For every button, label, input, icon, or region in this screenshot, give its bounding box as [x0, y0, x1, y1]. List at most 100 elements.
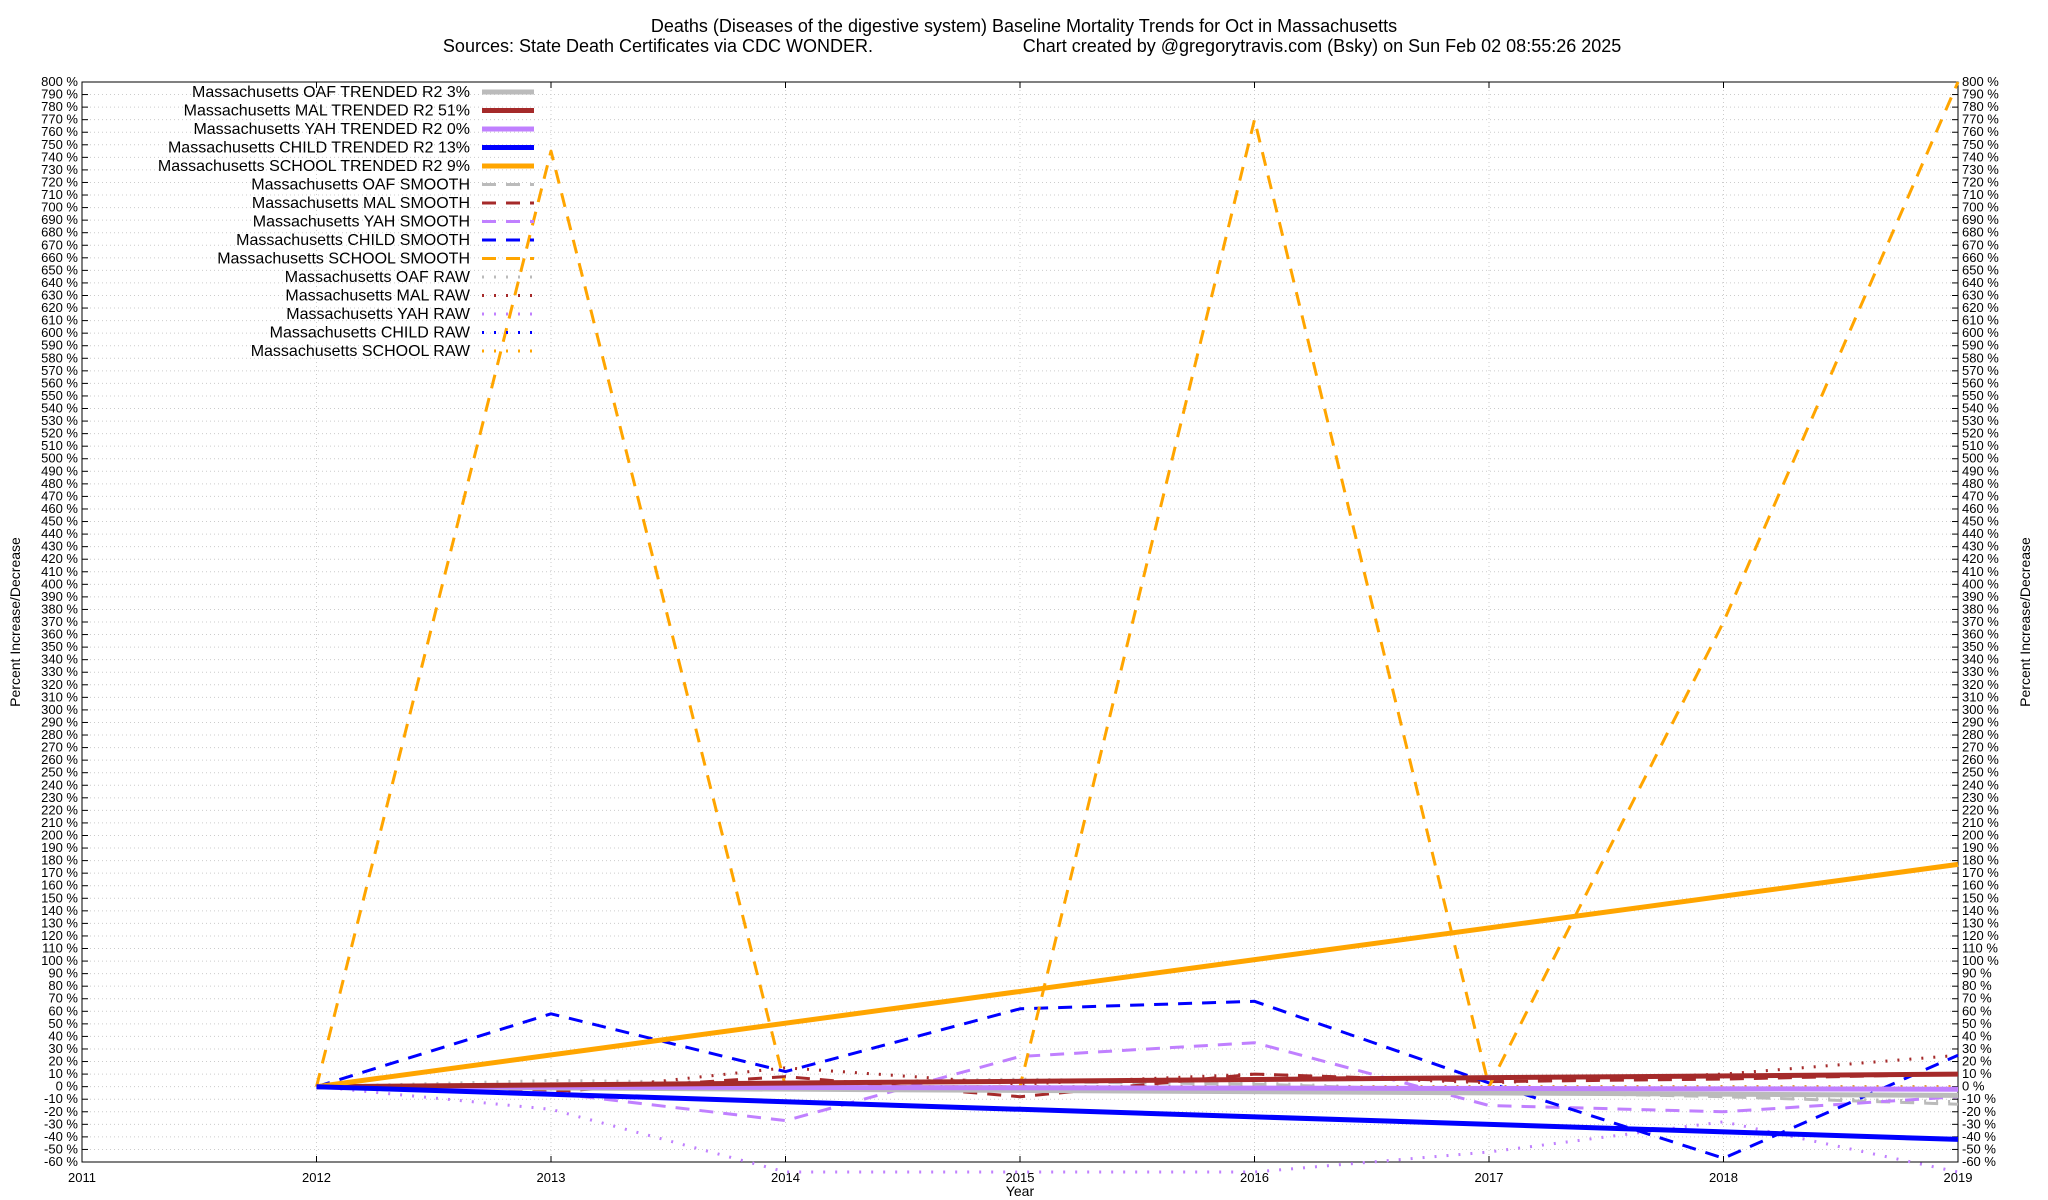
y-tick-label: 660 % [1962, 250, 1999, 265]
y-tick-label: 100 % [1962, 953, 1999, 968]
y-tick-label: 420 % [1962, 551, 1999, 566]
y-tick-label: 150 % [1962, 890, 1999, 905]
y-tick-label: 300 % [41, 702, 78, 717]
y-tick-label: 410 % [1962, 564, 1999, 579]
y-tick-label: 440 % [41, 526, 78, 541]
x-tick-label: 2011 [68, 1170, 96, 1185]
y-tick-label: 540 % [41, 401, 78, 416]
y-tick-label: 250 % [41, 765, 78, 780]
y-tick-label: 240 % [41, 777, 78, 792]
y-tick-label: 100 % [41, 953, 78, 968]
y-tick-label: 750 % [41, 137, 78, 152]
y-tick-label: 400 % [1962, 576, 1999, 591]
series-line-9 [315, 81, 1960, 1089]
y-tick-label: 710 % [41, 187, 78, 202]
legend-label: Massachusetts OAF SMOOTH [251, 177, 470, 194]
y-tick-label: 170 % [41, 865, 78, 880]
y-tick-label: 640 % [41, 275, 78, 290]
y-tick-label: 260 % [41, 752, 78, 767]
y-axis-left: -60 %-50 %-40 %-30 %-20 %-10 %0 %10 %20 … [41, 74, 88, 1169]
y-tick-label: 320 % [41, 677, 78, 692]
y-tick-label: 450 % [41, 514, 78, 529]
y-tick-label: 500 % [1962, 451, 1999, 466]
y-tick-label: 570 % [41, 363, 78, 378]
y-tick-label: -50 % [1962, 1141, 1996, 1156]
y-tick-label: 570 % [1962, 363, 1999, 378]
y-tick-label: -20 % [44, 1104, 78, 1119]
y-tick-label: 280 % [1962, 727, 1999, 742]
chart-subtitle-sources: Sources: State Death Certificates via CD… [443, 36, 873, 56]
series-line-8 [316, 999, 1959, 1160]
y-tick-label: 380 % [1962, 601, 1999, 616]
y-tick-label: 480 % [1962, 476, 1999, 491]
y-tick-label: 800 % [41, 74, 78, 89]
y-tick-label: 210 % [1962, 815, 1999, 830]
legend-label: Massachusetts YAH RAW [286, 306, 471, 323]
x-tick-label: 2015 [1006, 1170, 1035, 1185]
y-tick-label: 290 % [1962, 714, 1999, 729]
y-tick-label: 270 % [41, 740, 78, 755]
y-tick-label: -50 % [44, 1141, 78, 1156]
y-tick-label: 50 % [1962, 1016, 1992, 1031]
y-tick-label: 550 % [1962, 388, 1999, 403]
y-tick-label: 690 % [41, 212, 78, 227]
y-tick-label: 740 % [1962, 149, 1999, 164]
y-tick-label: 780 % [1962, 99, 1999, 114]
y-tick-label: 140 % [41, 903, 78, 918]
y-tick-label: 110 % [42, 941, 78, 956]
y-tick-label: -40 % [1962, 1129, 1996, 1144]
y-tick-label: 230 % [41, 790, 78, 805]
y-tick-label: 340 % [41, 652, 78, 667]
y-tick-label: 470 % [41, 488, 78, 503]
y-tick-label: 610 % [1962, 313, 1999, 328]
y-tick-label: 550 % [41, 388, 78, 403]
y-tick-label: -10 % [44, 1091, 78, 1106]
y-tick-label: 670 % [41, 237, 78, 252]
x-tick-label: 2019 [1944, 1170, 1973, 1185]
x-tick-label: 2018 [1709, 1170, 1738, 1185]
y-tick-label: 530 % [1962, 413, 1999, 428]
y-tick-label: 200 % [41, 827, 78, 842]
y-tick-label: 500 % [41, 451, 78, 466]
y-tick-label: -20 % [1962, 1104, 1996, 1119]
y-tick-label: 230 % [1962, 790, 1999, 805]
x-axis-label: Year [1006, 1183, 1035, 1199]
y-tick-label: 430 % [1962, 539, 1999, 554]
y-tick-label: 70 % [1962, 991, 1992, 1006]
y-tick-label: 460 % [41, 501, 78, 516]
y-tick-label: 440 % [1962, 526, 1999, 541]
y-tick-label: 90 % [1962, 966, 1992, 981]
y-tick-label: 490 % [41, 463, 78, 478]
y-tick-label: 460 % [1962, 501, 1999, 516]
legend-label: Massachusetts OAF RAW [285, 269, 471, 286]
y-tick-label: 130 % [1962, 915, 1999, 930]
y-tick-label: 680 % [41, 225, 78, 240]
y-tick-label: 650 % [41, 262, 78, 277]
legend-label: Massachusetts OAF TRENDED R2 3% [192, 84, 470, 101]
y-tick-label: 720 % [1962, 174, 1999, 189]
y-tick-label: 650 % [1962, 262, 1999, 277]
y-tick-label: 310 % [41, 689, 78, 704]
y-tick-label: 750 % [1962, 137, 1999, 152]
y-tick-label: 360 % [1962, 627, 1999, 642]
y-tick-label: 610 % [41, 313, 78, 328]
y-tick-label: 180 % [41, 853, 78, 868]
y-tick-label: 80 % [1962, 978, 1992, 993]
y-tick-label: 640 % [1962, 275, 1999, 290]
y-tick-label: 160 % [1962, 878, 1999, 893]
y-tick-label: 240 % [1962, 777, 1999, 792]
y-tick-label: -30 % [44, 1116, 78, 1131]
y-tick-label: 450 % [1962, 514, 1999, 529]
y-tick-label: 190 % [1962, 840, 1999, 855]
y-tick-label: 380 % [41, 601, 78, 616]
y-tick-label: 800 % [1962, 74, 1999, 89]
y-tick-label: 690 % [1962, 212, 1999, 227]
y-tick-label: -10 % [1962, 1091, 1996, 1106]
y-tick-label: 510 % [1962, 438, 1999, 453]
legend-label: Massachusetts SCHOOL SMOOTH [217, 251, 470, 268]
y-tick-label: 260 % [1962, 752, 1999, 767]
y-tick-label: 70 % [48, 991, 78, 1006]
y-tick-label: 700 % [41, 200, 78, 215]
y-tick-label: 150 % [41, 890, 78, 905]
